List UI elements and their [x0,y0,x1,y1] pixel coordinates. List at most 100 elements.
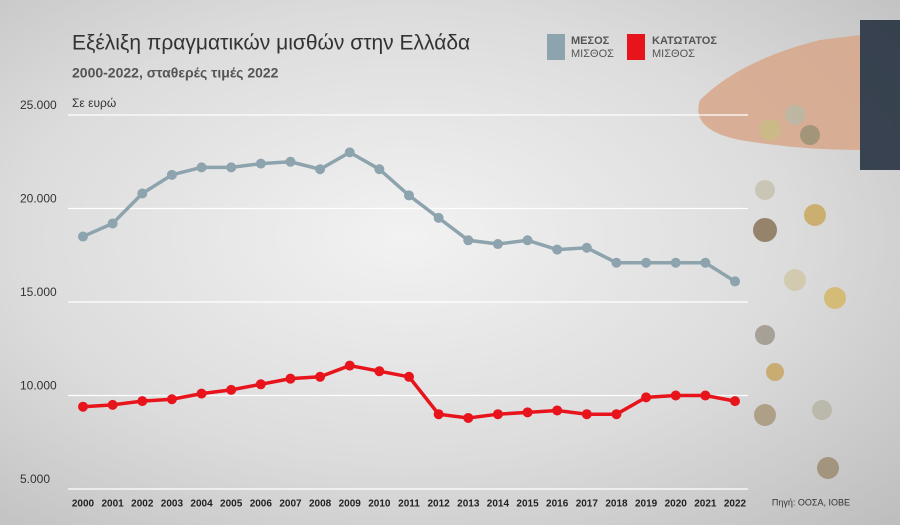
point [611,257,622,268]
point [433,409,444,420]
x-tick-label: 2007 [279,499,302,510]
point [285,373,296,384]
y-axis-label: Σε ευρώ [72,96,116,110]
point [700,257,711,268]
point [581,242,592,253]
y-tick-label: 20.000 [20,192,57,206]
coin [784,269,806,291]
point [700,390,711,401]
x-tick-label: 2020 [665,499,688,510]
point [611,409,622,420]
x-tick-label: 2022 [724,499,747,510]
point [670,257,681,268]
point [492,409,503,420]
point [285,156,296,167]
x-tick-label: 2004 [190,499,213,510]
point [581,409,592,420]
point [552,244,563,255]
x-tick-label: 2008 [309,499,332,510]
point [196,162,207,173]
point [404,190,414,201]
coin [785,105,805,125]
x-tick-label: 2021 [694,499,717,510]
point [137,396,148,407]
x-tick-label: 2001 [102,499,125,510]
coin [804,204,826,226]
x-tick-label: 2019 [635,499,658,510]
point [196,388,207,399]
x-tick-label: 2000 [72,499,95,510]
point [255,158,266,169]
chart-subtitle: 2000-2022, σταθερές τιμές 2022 [72,65,279,81]
x-tick-label: 2015 [516,499,539,510]
y-tick-label: 5.000 [20,472,50,486]
coin [755,325,775,345]
y-tick-label: 10.000 [20,379,57,393]
point [463,235,474,246]
point [492,239,503,250]
coin [817,457,839,479]
point [552,405,563,416]
coin [753,218,777,242]
x-tick-label: 2012 [428,499,451,510]
point [226,384,237,395]
x-tick-label: 2011 [398,499,420,510]
point [226,162,237,173]
point [730,396,740,407]
coin [824,287,846,309]
x-tick-label: 2017 [576,499,599,510]
chart-title: Εξέλιξη πραγματικών μισθών στην Ελλάδα [72,32,470,55]
point [404,371,414,382]
y-tick-label: 25.000 [20,98,57,112]
point [107,399,118,410]
point [166,169,177,180]
x-tick-label: 2003 [161,499,184,510]
point [344,360,355,371]
x-tick-label: 2014 [487,499,510,510]
point [137,188,148,199]
point [315,164,326,175]
point [522,407,533,418]
point [344,147,355,158]
point [730,276,740,287]
coin [755,180,775,200]
hand [698,30,900,160]
coin [812,400,832,420]
coins [698,20,900,479]
point [522,235,533,246]
coin [766,363,784,381]
source: Πηγή: ΟΟΣΑ, ΙΟΒΕ [772,497,850,507]
point [374,164,385,175]
x-tick-label: 2006 [250,499,273,510]
point [255,379,266,390]
x-tick-label: 2016 [546,499,569,510]
y-tick-label: 15.000 [20,285,57,299]
point [315,371,326,382]
series-line [82,150,736,283]
point [670,390,681,401]
legend-swatch [627,34,645,60]
point [166,394,177,405]
point [433,212,444,223]
point [78,231,88,242]
point [463,412,474,423]
x-tick-label: 2005 [220,499,243,510]
legend-entry: ΜΕΣΟΣ ΜΙΣΘΟΣ [571,35,614,60]
point [641,257,652,268]
coin [759,119,781,141]
x-tick-label: 2002 [131,499,154,510]
legend-entry: ΚΑΤΩΤΑΤΟΣ ΜΙΣΘΟΣ [652,35,717,60]
point [107,218,118,229]
x-tick-label: 2010 [368,499,391,510]
sleeve [860,20,900,170]
point [641,392,652,403]
legend-swatch [547,34,565,60]
x-tick-label: 2009 [339,499,362,510]
x-tick-label: 2018 [605,499,628,510]
coin [754,404,776,426]
x-tick-label: 2013 [457,499,480,510]
point [374,366,385,377]
coin [800,125,820,145]
